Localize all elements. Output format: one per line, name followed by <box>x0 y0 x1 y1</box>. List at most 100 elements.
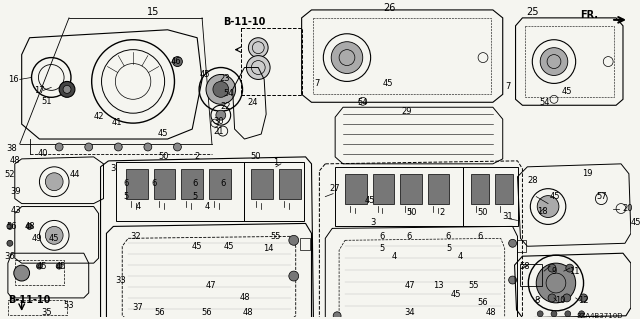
Text: 2: 2 <box>195 152 200 161</box>
Text: 41: 41 <box>112 118 122 127</box>
Circle shape <box>551 311 557 317</box>
Circle shape <box>566 264 573 272</box>
Text: 50: 50 <box>478 208 488 217</box>
Text: 17: 17 <box>34 86 45 95</box>
Text: 19: 19 <box>582 169 593 178</box>
Text: FR.: FR. <box>580 10 598 20</box>
Text: 2: 2 <box>439 208 444 217</box>
Circle shape <box>537 311 543 317</box>
Text: 6: 6 <box>380 232 385 241</box>
Text: 3: 3 <box>111 164 116 173</box>
Text: 22: 22 <box>221 102 231 111</box>
Text: 6: 6 <box>220 179 225 188</box>
Text: 54: 54 <box>358 98 368 107</box>
Bar <box>471 174 489 204</box>
Text: 39: 39 <box>10 187 21 196</box>
Text: 55: 55 <box>271 232 281 241</box>
Text: 54: 54 <box>223 89 234 98</box>
Text: 29: 29 <box>402 107 412 116</box>
Circle shape <box>537 196 559 218</box>
Text: 45: 45 <box>49 234 60 243</box>
Bar <box>241 28 301 95</box>
Bar <box>372 174 394 204</box>
Circle shape <box>289 235 299 245</box>
Text: 49: 49 <box>31 234 42 243</box>
Text: 7: 7 <box>505 82 510 91</box>
Text: 48: 48 <box>243 308 253 317</box>
Circle shape <box>206 74 236 104</box>
Circle shape <box>27 223 33 229</box>
Bar <box>116 162 244 221</box>
Text: 6: 6 <box>193 179 198 188</box>
Text: 5: 5 <box>380 244 385 253</box>
Circle shape <box>56 263 62 269</box>
Text: 25: 25 <box>526 7 538 17</box>
Circle shape <box>289 271 299 281</box>
Circle shape <box>55 143 63 151</box>
Text: 15: 15 <box>147 7 159 17</box>
Text: 6: 6 <box>406 232 412 241</box>
Text: 4: 4 <box>204 202 210 211</box>
Text: 45: 45 <box>382 79 393 88</box>
Circle shape <box>536 263 575 303</box>
Text: 23: 23 <box>220 74 230 83</box>
Text: 35: 35 <box>41 308 52 317</box>
Text: 45: 45 <box>200 70 211 79</box>
Bar <box>463 167 518 226</box>
Text: 51: 51 <box>41 97 52 106</box>
Circle shape <box>7 223 13 229</box>
Circle shape <box>332 42 363 73</box>
Text: 45: 45 <box>364 196 375 205</box>
Text: 7: 7 <box>315 79 320 88</box>
Bar <box>495 174 513 204</box>
Bar <box>244 162 303 221</box>
Circle shape <box>540 48 568 76</box>
Text: 56: 56 <box>154 308 165 317</box>
Text: 45: 45 <box>56 262 67 271</box>
Text: 10: 10 <box>555 296 565 305</box>
Text: 52: 52 <box>4 170 15 179</box>
Circle shape <box>580 294 588 302</box>
Text: B-11-10: B-11-10 <box>8 295 51 305</box>
Text: 32: 32 <box>131 232 141 241</box>
Text: 21: 21 <box>214 127 224 136</box>
Text: 45: 45 <box>223 242 234 251</box>
Text: 45: 45 <box>36 262 47 271</box>
Text: 45: 45 <box>550 192 560 201</box>
Circle shape <box>173 143 181 151</box>
Circle shape <box>216 110 226 120</box>
Bar <box>126 169 148 199</box>
Text: 56: 56 <box>477 298 488 308</box>
Text: 14: 14 <box>263 244 273 253</box>
Text: 28: 28 <box>527 176 538 185</box>
Circle shape <box>509 276 516 284</box>
Bar <box>279 169 301 199</box>
Text: 48: 48 <box>24 222 35 231</box>
Text: 48: 48 <box>239 293 250 302</box>
Text: 26: 26 <box>383 3 396 13</box>
Text: 57: 57 <box>596 192 607 201</box>
Text: 4: 4 <box>458 252 463 261</box>
Bar <box>400 174 422 204</box>
Text: 6: 6 <box>446 232 451 241</box>
Circle shape <box>7 240 13 246</box>
Text: 30: 30 <box>214 117 224 126</box>
Circle shape <box>36 263 42 269</box>
Text: 36: 36 <box>4 252 15 261</box>
Text: 45: 45 <box>630 218 640 227</box>
Bar <box>8 300 67 315</box>
Text: 6: 6 <box>477 232 483 241</box>
Circle shape <box>548 294 556 302</box>
Bar <box>520 264 542 286</box>
Text: 45: 45 <box>192 242 202 251</box>
Text: 13: 13 <box>433 281 444 291</box>
Text: 43: 43 <box>10 206 21 215</box>
Text: 56: 56 <box>6 222 17 231</box>
Bar <box>154 169 175 199</box>
Text: 34: 34 <box>404 308 415 317</box>
Text: 38: 38 <box>6 145 17 153</box>
Circle shape <box>45 226 63 244</box>
Bar <box>252 169 273 199</box>
Text: 9: 9 <box>552 267 557 276</box>
Text: 16: 16 <box>8 75 19 84</box>
